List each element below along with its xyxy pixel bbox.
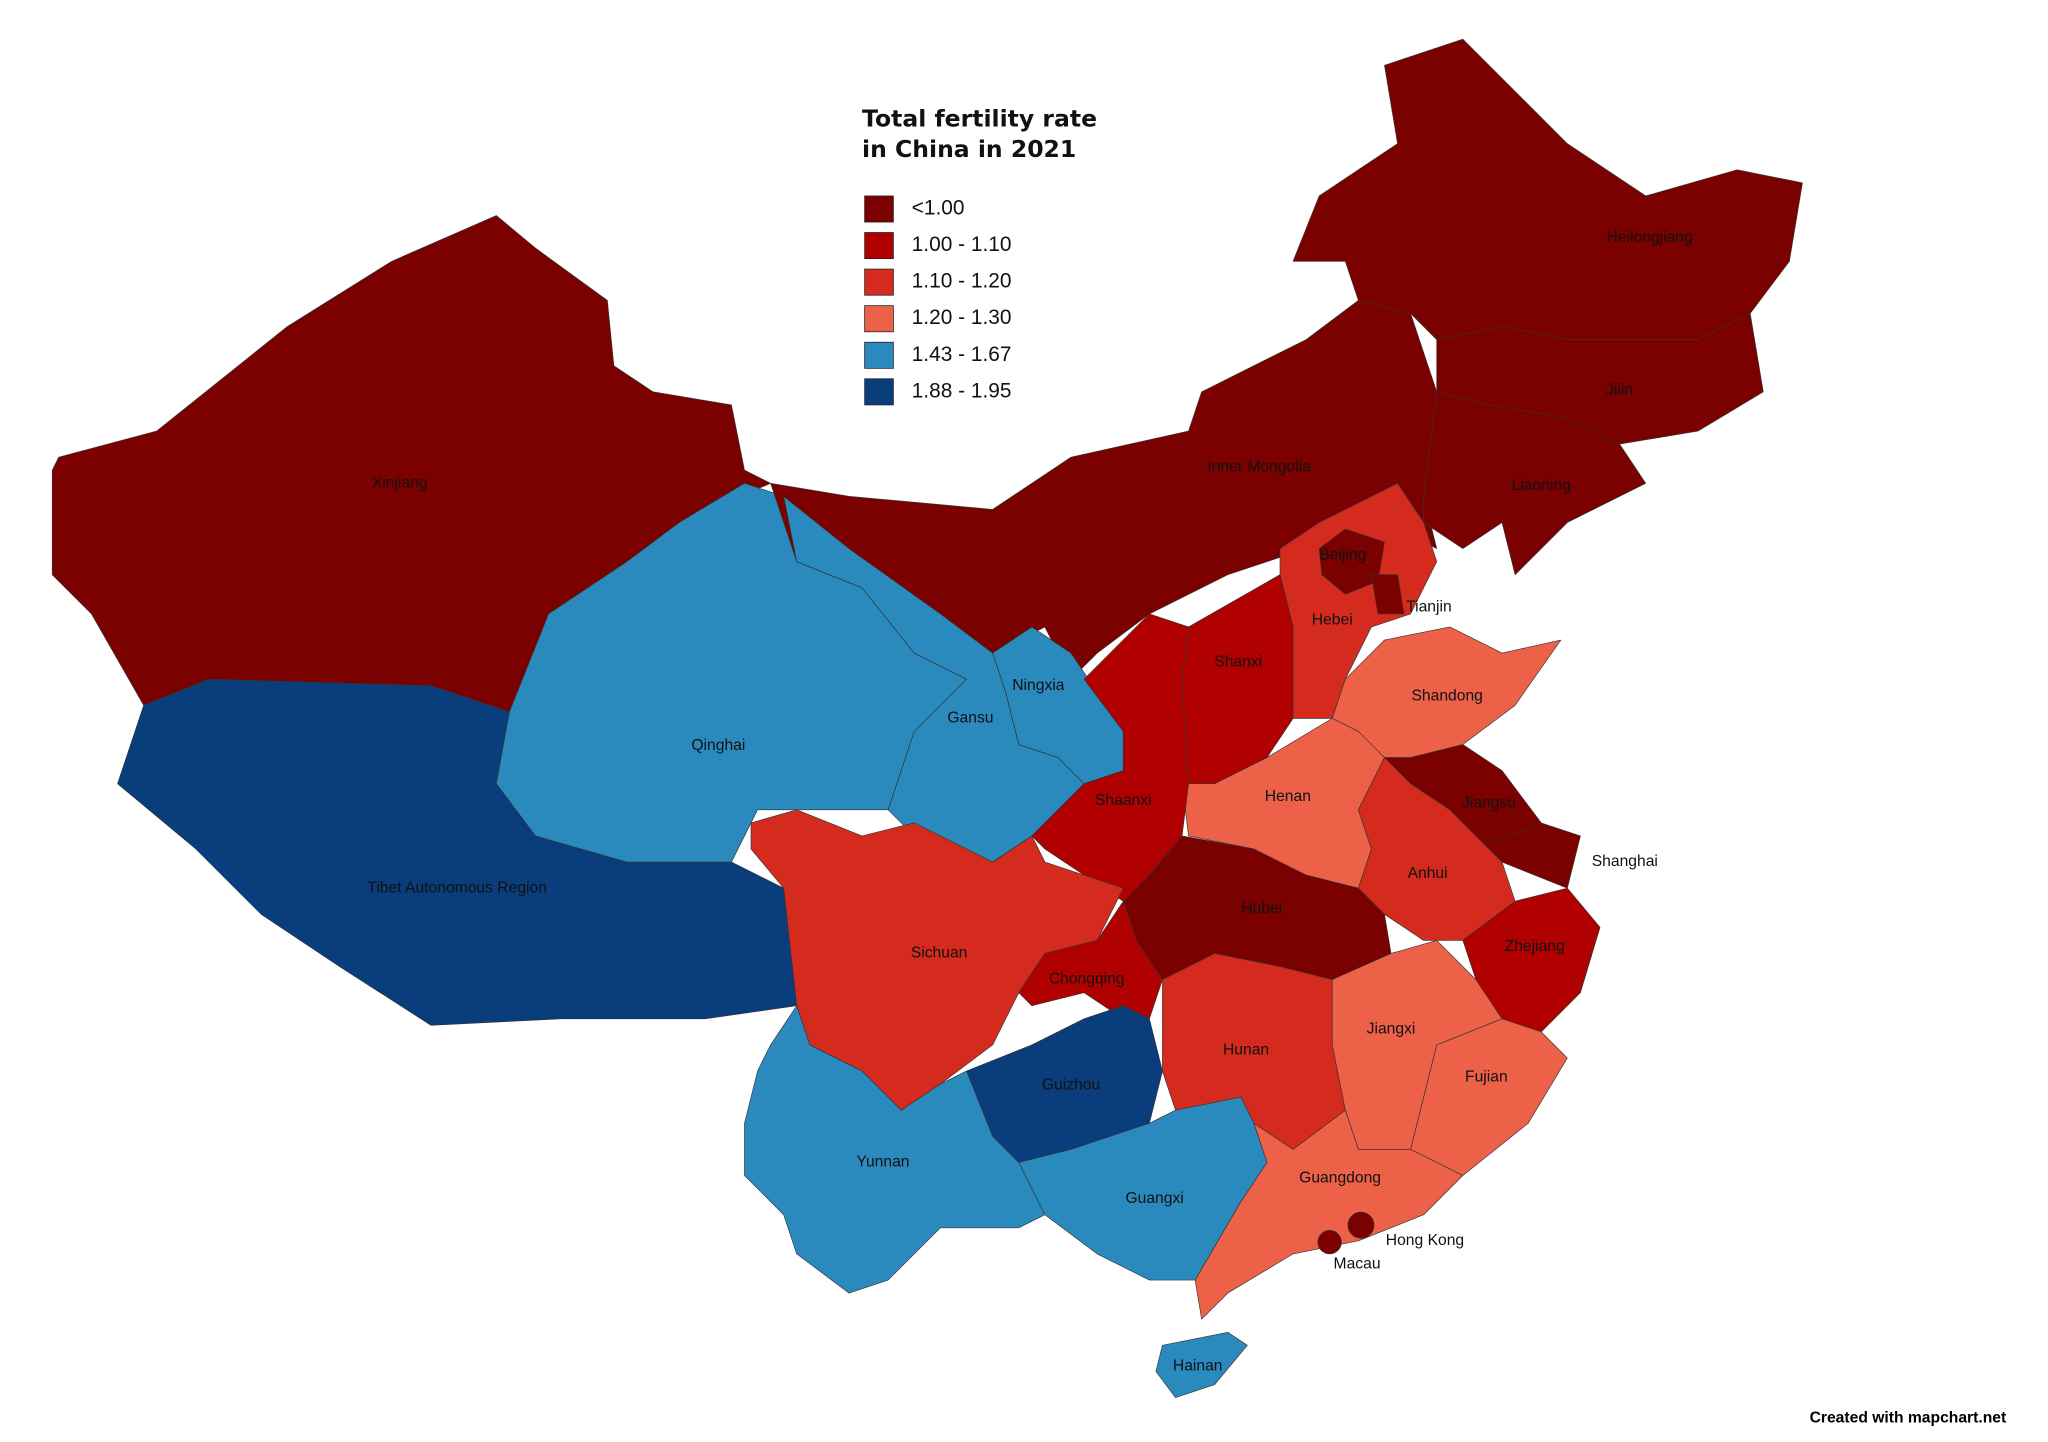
legend: <1.00 1.00 - 1.10 1.10 - 1.20 1.20 - 1.30 1.… [864,195,1012,406]
region-label: Hong Kong [1386,1232,1464,1249]
region-label: Jilin [1606,382,1633,399]
region-label: Liaoning [1512,477,1571,494]
region-label: Fujian [1465,1069,1508,1086]
region-label: Hainan [1173,1357,1223,1374]
region [1423,391,1647,576]
region-label: Jiangsu [1462,794,1516,811]
region-label: Sichuan [911,945,968,962]
region-label: Tibet Autonomous Region [367,879,547,896]
region [1292,38,1803,340]
region-label: Shaanxi [1095,792,1152,809]
credit: Created with mapchart.net [1810,1410,2007,1427]
region-label: Hebei [1312,612,1353,629]
region-label: Guizhou [1042,1077,1100,1094]
region-label: Inner Mongolia [1207,459,1311,476]
region-label: Heilongjiang [1607,229,1693,246]
legend-label: 1.20 - 1.30 [912,306,1012,329]
legend-swatch [864,378,894,406]
region-label: Anhui [1408,865,1448,882]
legend-swatch [864,195,894,223]
region-label: Tianjin [1406,599,1452,616]
region-label: Henan [1265,788,1311,805]
title-box: Total fertility rate in China in 2021 [862,105,1098,164]
legend-label: 1.88 - 1.95 [912,379,1012,402]
region-label: Qinghai [691,737,745,754]
region-label: Shanxi [1214,653,1262,670]
region [1371,574,1405,615]
region [744,1005,1046,1294]
legend-label: <1.00 [912,197,965,220]
region [1155,1331,1248,1398]
region [1018,1096,1268,1281]
region [1317,1230,1342,1255]
region [1410,1018,1568,1176]
legend-swatch [864,268,894,296]
map-title: Total fertility rate in China in 2021 [862,105,1098,164]
legend-swatch [864,305,894,333]
region-label: Chongqing [1049,971,1125,988]
region [1475,822,1581,889]
region-label: Xinjiang [372,474,428,491]
region-label: Guangdong [1299,1169,1381,1186]
labels: Xinjiang Tibet Autonomous Region Qinghai In… [367,229,1692,1374]
region-label: Shanghai [1592,853,1658,870]
legend-label: 1.43 - 1.67 [912,343,1012,366]
region-label: Hunan [1223,1041,1269,1058]
region-label: Gansu [947,710,993,727]
legend-label: 1.10 - 1.20 [912,270,1012,293]
region-label: Macau [1334,1255,1381,1272]
region-label: Yunnan [856,1154,909,1171]
regions [51,38,1803,1398]
region-label: Jiangxi [1367,1020,1416,1037]
legend-label: 1.00 - 1.10 [912,233,1012,256]
legend-swatch [864,341,894,369]
region [1347,1211,1375,1239]
region-label: Beijing [1319,546,1366,563]
region-label: Hubei [1241,900,1282,917]
region-label: Shandong [1411,687,1482,704]
region-label: Guangxi [1125,1190,1183,1207]
region-label: Zhejiang [1505,938,1565,955]
legend-swatch [864,232,894,260]
region-label: Ningxia [1012,677,1065,694]
